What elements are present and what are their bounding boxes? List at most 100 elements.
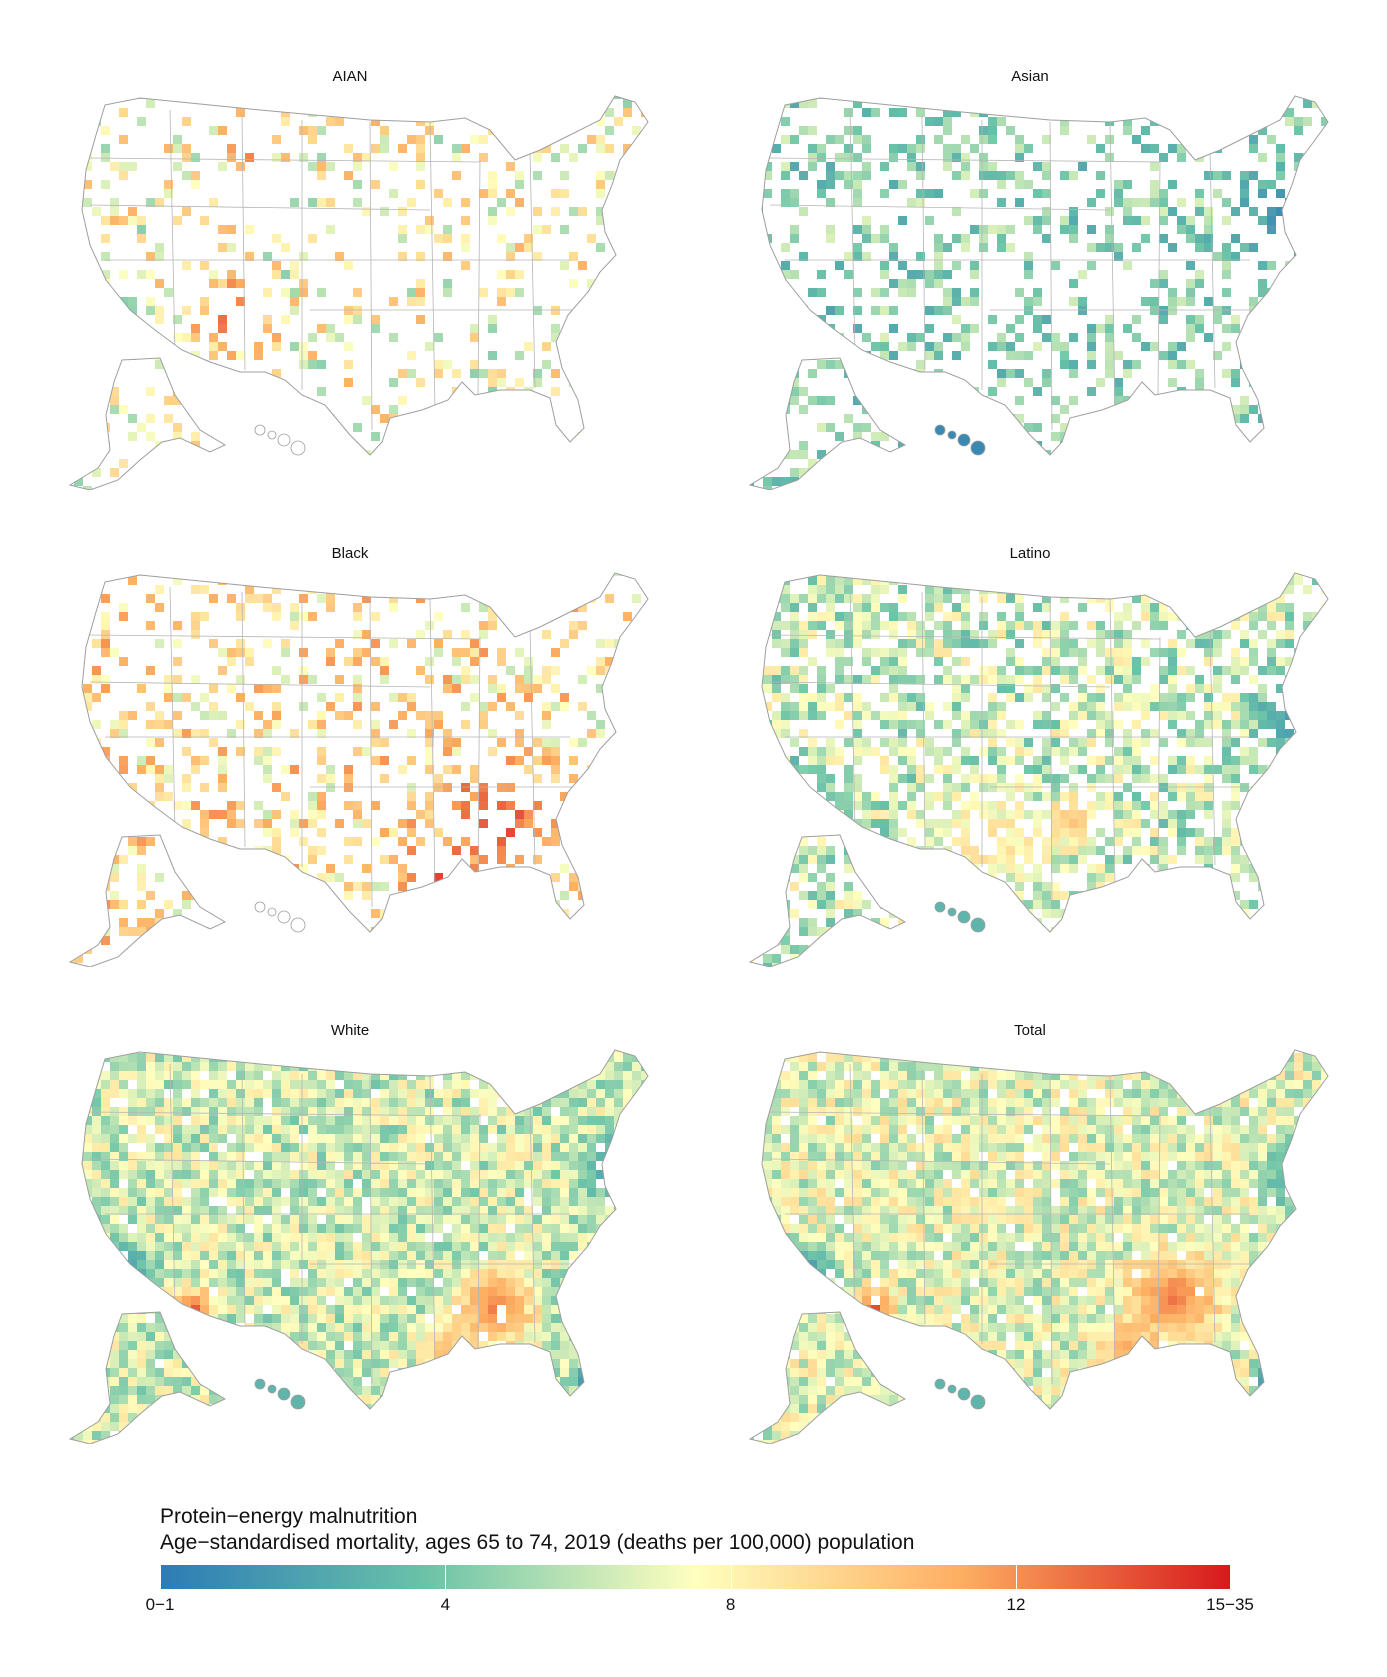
county-cell	[1114, 99, 1123, 108]
county-cell	[844, 675, 853, 684]
county-cell	[1312, 189, 1321, 198]
county-cell	[1132, 918, 1141, 927]
county-cell	[1240, 189, 1249, 198]
county-cell	[1213, 171, 1222, 180]
county-cell	[979, 135, 988, 144]
county-cell	[1303, 738, 1312, 747]
county-cell	[650, 828, 659, 837]
county-cell	[524, 585, 533, 594]
county-cell	[1123, 585, 1132, 594]
county-cell	[461, 234, 470, 243]
county-cell	[506, 1080, 515, 1089]
county-cell	[988, 630, 997, 639]
county-cell	[1222, 612, 1231, 621]
county-cell	[398, 1053, 407, 1062]
county-cell	[470, 657, 479, 666]
county-cell	[772, 666, 781, 675]
county-cell	[227, 936, 236, 945]
county-cell	[1105, 369, 1114, 378]
county-cell	[1024, 351, 1033, 360]
county-cell	[560, 702, 569, 711]
county-cell	[245, 414, 254, 423]
county-cell	[871, 810, 880, 819]
county-cell	[488, 702, 497, 711]
county-cell	[461, 198, 470, 207]
county-cell	[808, 162, 817, 171]
county-cell	[632, 279, 641, 288]
county-cell	[416, 153, 425, 162]
county-cell	[326, 117, 335, 126]
county-cell	[844, 342, 853, 351]
county-cell	[362, 747, 371, 756]
county-cell	[1276, 765, 1285, 774]
county-cell	[128, 927, 137, 936]
county-cell	[371, 1071, 380, 1080]
county-cell	[587, 360, 596, 369]
county-cell	[862, 792, 871, 801]
county-cell	[317, 945, 326, 954]
county-cell	[916, 387, 925, 396]
county-cell	[641, 684, 648, 693]
county-cell	[907, 468, 916, 477]
county-cell	[898, 909, 907, 918]
county-cell	[461, 1080, 470, 1089]
county-cell	[614, 1098, 623, 1107]
county-cell	[1267, 882, 1276, 891]
county-cell	[1024, 855, 1033, 864]
county-cell	[1096, 378, 1105, 387]
county-cell	[1204, 954, 1213, 963]
county-cell	[479, 918, 488, 927]
county-cell	[308, 1107, 317, 1116]
county-cell	[263, 639, 272, 648]
county-cell	[128, 297, 137, 306]
county-cell	[1006, 819, 1015, 828]
county-cell	[614, 297, 623, 306]
county-cell	[587, 837, 596, 846]
county-cell	[1240, 900, 1249, 909]
county-cell	[1303, 657, 1312, 666]
county-cell	[754, 423, 763, 432]
county-cell	[817, 288, 826, 297]
county-cell	[1105, 135, 1114, 144]
county-cell	[772, 576, 781, 585]
county-cell	[578, 621, 587, 630]
county-cell	[1042, 207, 1051, 216]
county-cell	[614, 864, 623, 873]
county-cell	[1114, 198, 1123, 207]
county-cell	[524, 693, 533, 702]
county-cell	[1105, 873, 1114, 882]
county-cell	[853, 702, 862, 711]
county-cell	[164, 1107, 173, 1116]
county-cell	[155, 603, 164, 612]
county-cell	[1123, 576, 1132, 585]
county-cell	[898, 288, 907, 297]
panel-title: AIAN	[332, 68, 368, 85]
county-cell	[898, 144, 907, 153]
county-cell	[1267, 810, 1276, 819]
county-cell	[74, 243, 83, 252]
county-cell	[1096, 144, 1105, 153]
county-cell	[898, 891, 907, 900]
county-cell	[1258, 666, 1267, 675]
county-cell	[853, 396, 862, 405]
county-cell	[790, 387, 799, 396]
county-cell	[101, 1050, 110, 1053]
county-cell	[871, 306, 880, 315]
county-cell	[880, 333, 889, 342]
county-cell	[335, 1098, 344, 1107]
state-border	[921, 114, 926, 371]
county-cell	[551, 1053, 560, 1062]
county-cell	[605, 1071, 614, 1080]
county-cell	[1033, 96, 1042, 99]
county-cell	[754, 198, 763, 207]
county-cell	[835, 612, 844, 621]
county-cell	[443, 891, 452, 900]
county-cell	[362, 1071, 371, 1080]
county-cell	[344, 1116, 353, 1125]
county-cell	[317, 1098, 326, 1107]
county-cell	[934, 243, 943, 252]
county-cell	[1195, 198, 1204, 207]
county-cell	[407, 369, 416, 378]
county-cell	[236, 1116, 245, 1125]
county-cell	[817, 477, 826, 486]
